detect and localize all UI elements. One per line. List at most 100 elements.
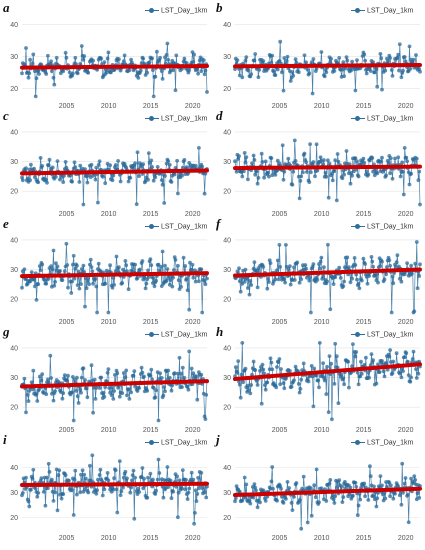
data-point — [297, 498, 302, 502]
data-point — [166, 368, 171, 373]
data-point — [368, 69, 373, 73]
data-point — [75, 375, 79, 380]
data-point — [282, 56, 287, 60]
data-point — [355, 513, 360, 518]
data-point — [411, 349, 416, 354]
data-point — [181, 255, 186, 260]
data-point — [162, 201, 167, 205]
legend[interactable]: LST_Day_1km — [351, 223, 413, 230]
data-point — [414, 53, 418, 57]
data-point — [200, 310, 205, 315]
data-point — [302, 151, 307, 156]
data-point — [24, 475, 28, 480]
legend[interactable]: LST_Day_1km — [145, 439, 207, 446]
legend[interactable]: LST_Day_1km — [145, 7, 207, 14]
data-point — [374, 381, 379, 386]
x-tick-label: 2020 — [185, 427, 201, 434]
data-point — [153, 175, 158, 180]
data-point — [58, 269, 62, 273]
data-point — [281, 381, 286, 385]
data-point — [406, 520, 411, 525]
chart-svg: 20 30 40 2005 2010 2015 2020 — [10, 129, 209, 218]
data-point — [391, 496, 396, 501]
data-point — [182, 375, 187, 380]
data-point — [199, 267, 204, 272]
data-point — [193, 488, 198, 493]
data-point — [29, 162, 33, 167]
data-point — [129, 485, 134, 490]
data-point — [93, 397, 98, 401]
data-point — [291, 169, 296, 174]
data-point — [414, 240, 419, 244]
data-point — [146, 151, 151, 155]
data-point — [79, 282, 83, 286]
x-tick-label: 2010 — [101, 103, 117, 110]
data-point — [50, 165, 55, 170]
data-point — [289, 501, 294, 505]
data-point — [401, 170, 405, 174]
data-point — [275, 268, 279, 273]
data-point — [106, 478, 111, 483]
data-point — [24, 410, 28, 415]
x-tick-label: 2010 — [314, 535, 330, 542]
data-point — [322, 74, 327, 79]
x-tick-label: 2005 — [272, 319, 288, 326]
data-point — [156, 418, 161, 423]
data-point — [151, 276, 156, 280]
data-point — [242, 279, 247, 284]
data-point — [165, 465, 170, 469]
data-point — [380, 87, 384, 92]
data-point — [188, 260, 192, 265]
data-point — [402, 146, 407, 150]
data-point — [328, 307, 333, 312]
data-point — [184, 165, 189, 170]
legend[interactable]: LST_Day_1km — [145, 115, 207, 122]
data-point — [115, 371, 120, 376]
data-point — [375, 496, 380, 501]
legend[interactable]: LST_Day_1km — [351, 7, 413, 14]
data-point — [387, 258, 392, 263]
data-point — [89, 363, 94, 368]
data-point — [288, 264, 292, 268]
data-point — [129, 57, 134, 62]
legend[interactable]: LST_Day_1km — [351, 331, 413, 338]
data-point — [293, 57, 298, 62]
data-point — [381, 369, 386, 374]
data-point — [30, 387, 35, 392]
legend[interactable]: LST_Day_1km — [351, 115, 413, 122]
data-point — [205, 90, 209, 94]
legend-label: LST_Day_1km — [161, 223, 208, 231]
data-point — [152, 284, 157, 289]
data-point — [122, 53, 127, 58]
data-point — [49, 376, 53, 380]
data-point — [293, 159, 298, 163]
data-point — [176, 490, 181, 495]
x-tick-label: 2005 — [59, 535, 75, 542]
data-point — [144, 281, 149, 286]
data-point — [340, 500, 345, 504]
data-point — [79, 390, 83, 395]
data-point — [123, 469, 128, 474]
data-point — [238, 395, 243, 400]
data-point — [125, 393, 129, 398]
data-point — [186, 490, 191, 495]
y-tick-label: 30 — [10, 159, 18, 166]
data-point — [82, 270, 87, 274]
data-point — [321, 361, 325, 365]
data-point — [312, 483, 317, 487]
data-point — [339, 372, 344, 377]
data-point — [353, 480, 358, 485]
data-point — [145, 495, 150, 500]
data-point — [262, 371, 266, 376]
data-point — [294, 481, 299, 485]
x-tick-label: 2020 — [398, 427, 414, 434]
data-point — [117, 265, 121, 270]
data-point — [153, 74, 158, 79]
data-point — [22, 376, 27, 381]
data-point — [265, 380, 270, 385]
legend[interactable]: LST_Day_1km — [351, 439, 413, 446]
x-tick-label: 2005 — [59, 211, 75, 218]
chart-panel-j: j LST_Day_1km 20 30 40 2005 2010 2015 2020 — [213, 432, 425, 542]
legend[interactable]: LST_Day_1km — [145, 223, 207, 230]
legend[interactable]: LST_Day_1km — [145, 331, 207, 338]
